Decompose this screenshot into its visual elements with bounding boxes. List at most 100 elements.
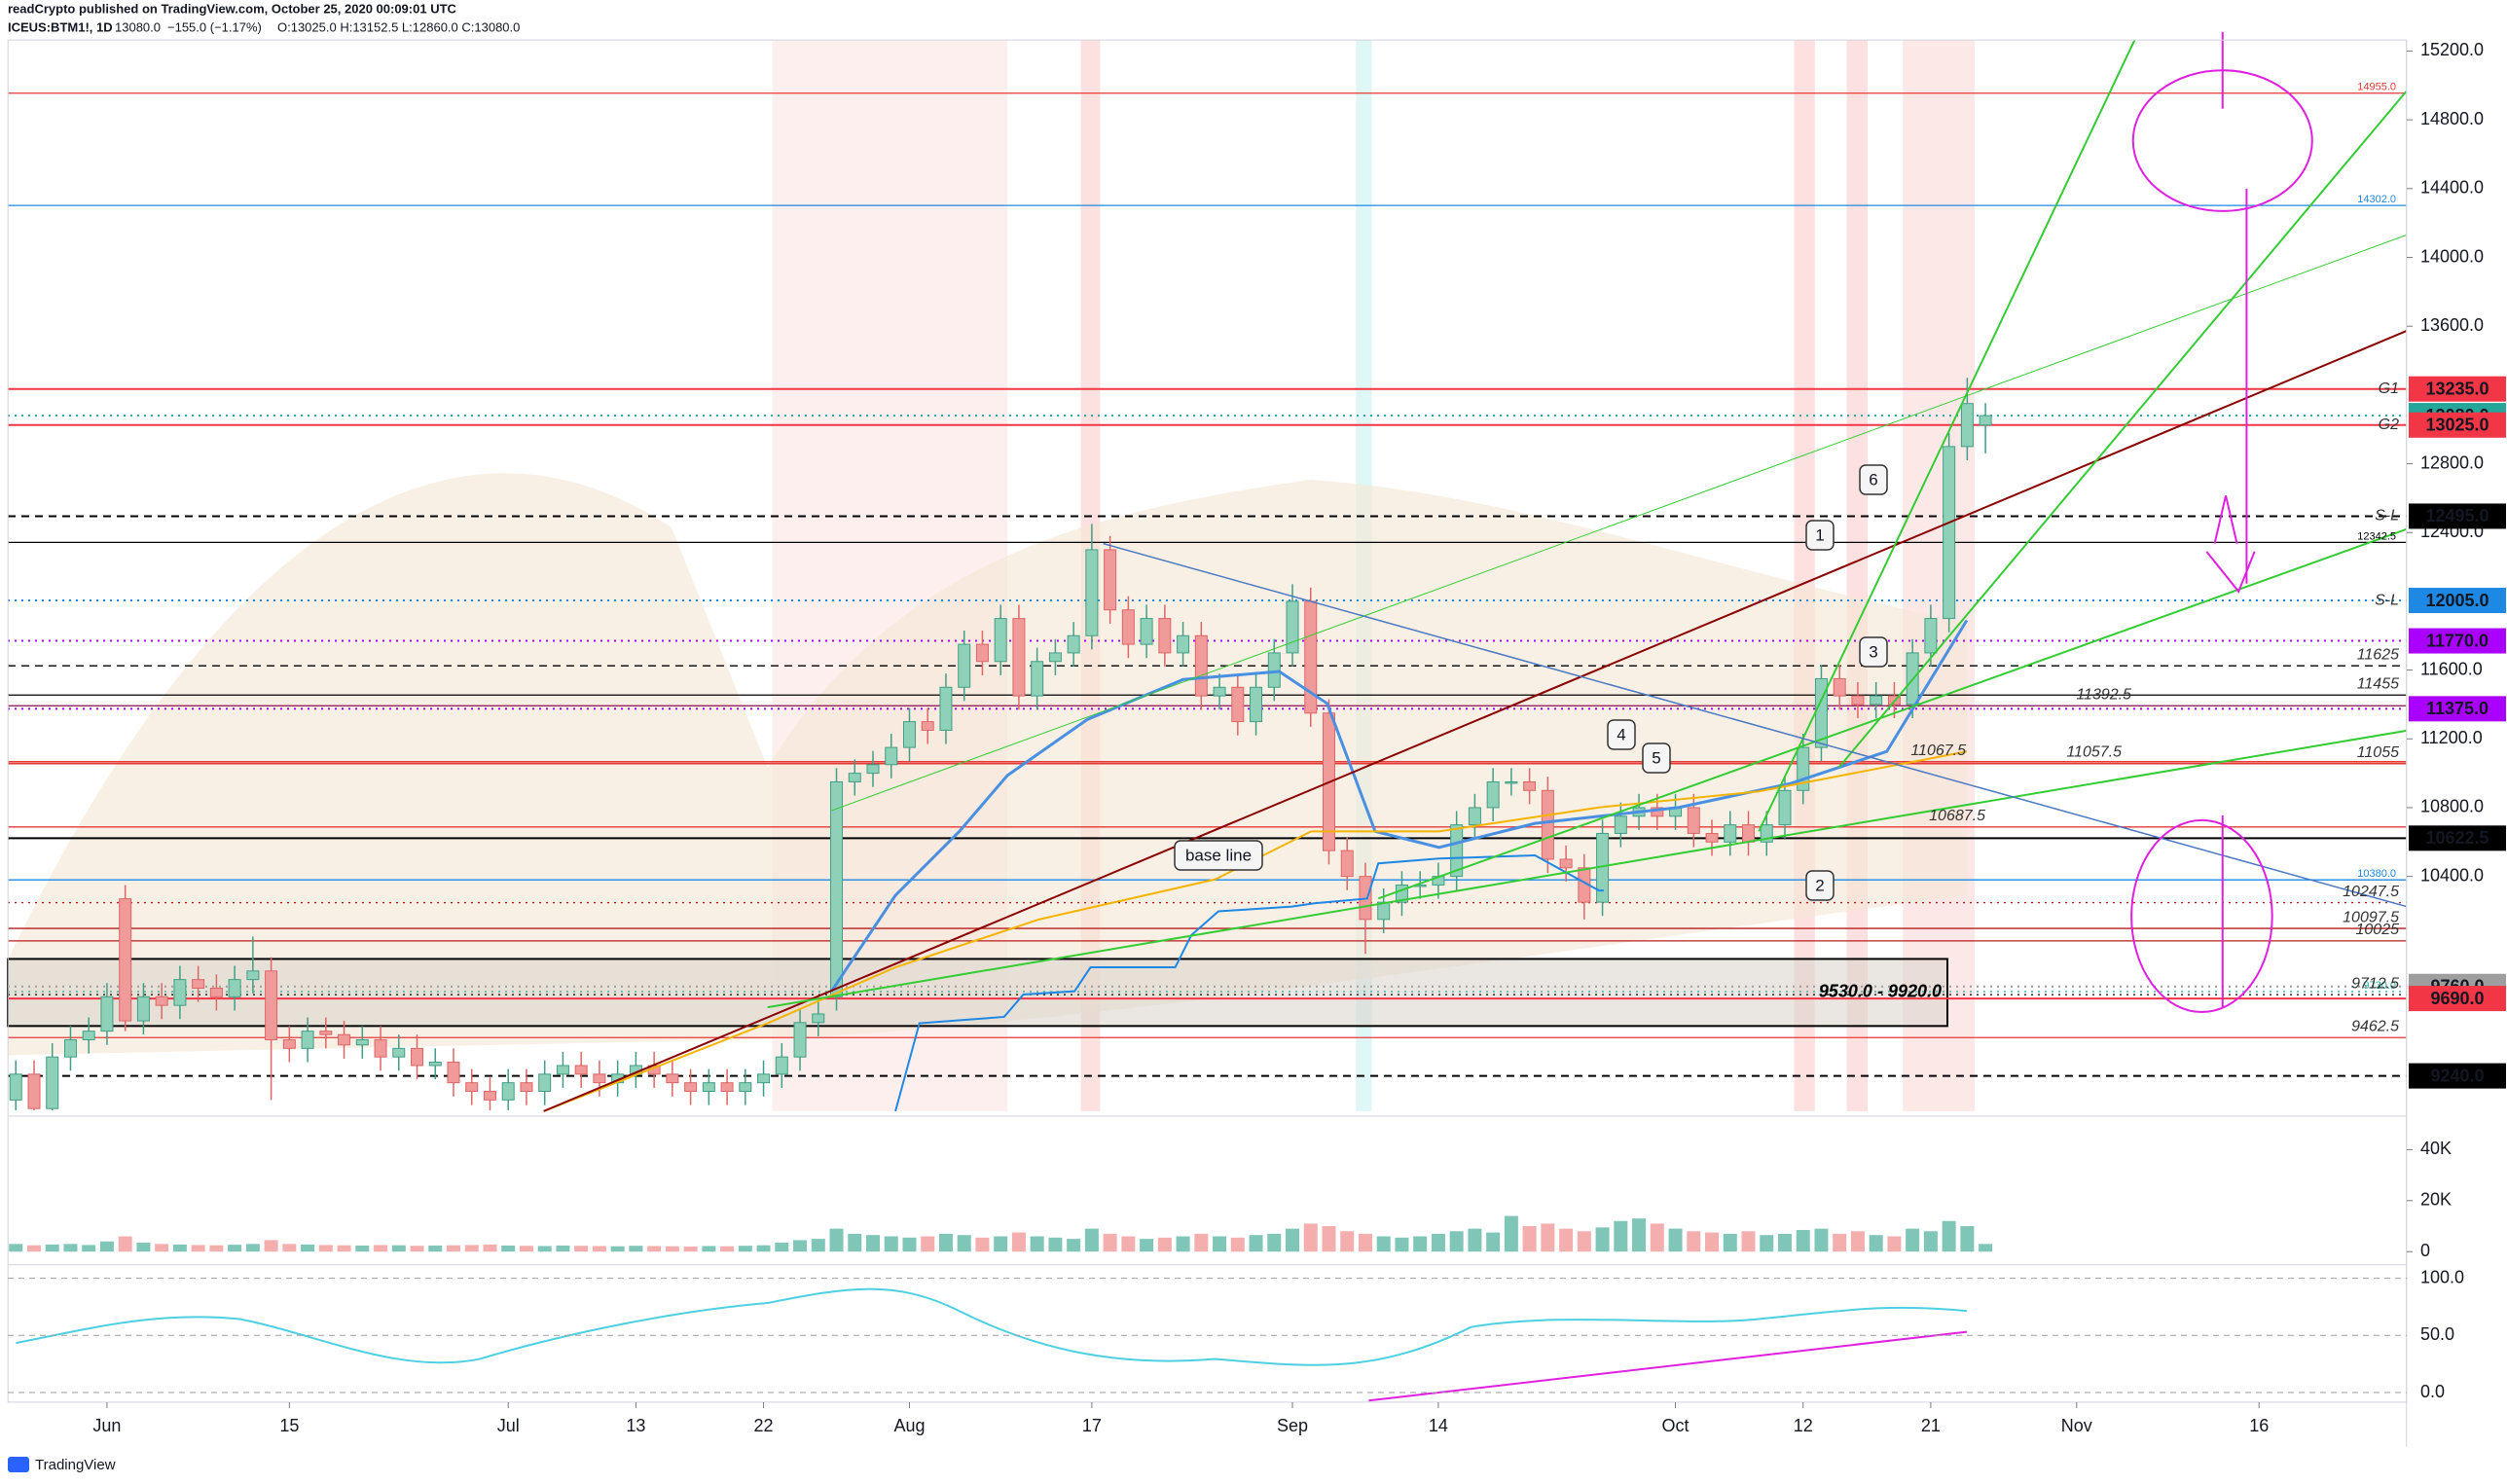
brand: TradingView	[35, 1457, 116, 1473]
candle-body	[1943, 446, 1956, 620]
candle-body	[812, 1013, 825, 1024]
candle-body	[848, 773, 861, 782]
logo	[8, 1457, 29, 1472]
volume-bar	[975, 1237, 990, 1252]
volume-bar	[1358, 1233, 1372, 1252]
volume-bar	[938, 1233, 953, 1252]
volume-bar	[829, 1228, 844, 1252]
volume-bar	[1887, 1236, 1902, 1252]
candle-body	[1194, 634, 1208, 697]
volume-bar	[1449, 1231, 1464, 1252]
candle-body	[428, 1061, 442, 1067]
volume-bar	[355, 1245, 370, 1252]
candle-body	[1705, 832, 1719, 843]
trend-line	[1838, 91, 2406, 768]
callout-label: 6	[1869, 470, 1877, 489]
level-label: 10687.5	[1929, 808, 1985, 824]
volume-bar	[1923, 1231, 1938, 1252]
candle-body	[1960, 403, 1974, 448]
level-label: 11067.5	[1910, 742, 1966, 759]
candle-body	[301, 1031, 314, 1049]
price-label: 12005.0	[2425, 591, 2489, 610]
candle-body	[411, 1047, 424, 1067]
level-label: 14302.0	[2357, 194, 2396, 205]
volume-bar	[1413, 1236, 1428, 1252]
candle-body	[63, 1038, 77, 1058]
volume-bar	[957, 1235, 971, 1252]
volume-bar	[1194, 1233, 1209, 1252]
y-tick-label: 15200.0	[2420, 40, 2484, 59]
volume-bar	[464, 1245, 479, 1252]
volume-bar	[391, 1245, 406, 1252]
ma-curve	[544, 751, 1967, 1111]
y-tick-label: 11600.0	[2420, 659, 2483, 678]
band	[1846, 40, 1869, 1111]
volume-bar	[301, 1244, 315, 1252]
volume-bar	[720, 1246, 735, 1252]
candle-body	[1140, 618, 1153, 645]
overlay: 9530.0 - 9920.015200.014800.014400.01400…	[8, 40, 2506, 1435]
price-label: 11375.0	[2426, 699, 2489, 718]
volume-bar	[902, 1237, 917, 1252]
candle-body	[246, 970, 260, 981]
volume-bar	[1376, 1236, 1391, 1252]
y-tick-label: 14800.0	[2420, 109, 2484, 128]
volume-bar	[1906, 1228, 1920, 1252]
candle-body	[939, 686, 953, 731]
callout	[1607, 719, 1636, 750]
volume-bar	[1595, 1227, 1610, 1252]
candle-body	[9, 1073, 22, 1101]
candle-body	[1377, 901, 1391, 921]
volume-bar	[99, 1241, 114, 1252]
y-tick-label: 10400.0	[2420, 865, 2484, 885]
candle-body	[1614, 815, 1627, 834]
volume-bar	[1723, 1233, 1737, 1252]
level-label: 10097.5	[2343, 909, 2399, 925]
volume-bar	[1541, 1223, 1555, 1252]
volume-bar	[9, 1244, 23, 1252]
volume-bar	[519, 1246, 533, 1252]
candle-body	[1687, 807, 1700, 834]
volume-bar	[1522, 1226, 1537, 1252]
candle-body	[374, 1038, 387, 1058]
volume-bar	[446, 1245, 460, 1252]
volume-bar	[1322, 1226, 1336, 1252]
candle-body	[1486, 780, 1500, 809]
x-tick-label: Jun	[92, 1416, 121, 1435]
volume-bar	[647, 1246, 662, 1252]
candle-body	[119, 898, 132, 1022]
osc-tick-label: 0.0	[2420, 1382, 2445, 1401]
volume-bar	[337, 1245, 351, 1252]
volume-bar	[45, 1244, 59, 1252]
level-label: 11055	[2357, 744, 2399, 761]
circle	[2133, 70, 2312, 211]
candle-body	[556, 1065, 569, 1075]
candle-body	[1870, 695, 1883, 706]
x-tick-label: Aug	[893, 1416, 925, 1435]
level-tag: G2	[2379, 416, 2399, 433]
price-label: 10622.5	[2425, 828, 2489, 848]
candle-body	[136, 995, 150, 1022]
price-label: 13235.0	[2425, 379, 2489, 398]
level-tag: S-L	[2375, 508, 2399, 525]
price-label-box	[2409, 628, 2506, 654]
callout-label: 4	[1617, 725, 1625, 743]
band	[1794, 40, 1815, 1111]
price-label-box	[2409, 412, 2506, 438]
volume-bar	[1687, 1231, 1701, 1252]
candle-body	[1177, 634, 1190, 654]
volume-bar	[428, 1245, 443, 1252]
candle-body	[1724, 824, 1737, 843]
volume-bar	[592, 1246, 606, 1252]
volume-bar	[1121, 1236, 1136, 1252]
volume-bar	[1303, 1223, 1318, 1252]
candle-body	[1286, 600, 1299, 654]
volume-bar	[848, 1233, 862, 1252]
level-tag: S-L	[2375, 592, 2399, 608]
candle-body	[100, 995, 114, 1032]
osc-tick-label: 50.0	[2420, 1324, 2454, 1344]
callout-label: 3	[1869, 642, 1877, 661]
x-tick-label: Oct	[1662, 1416, 1690, 1435]
volume-bar	[702, 1246, 716, 1252]
